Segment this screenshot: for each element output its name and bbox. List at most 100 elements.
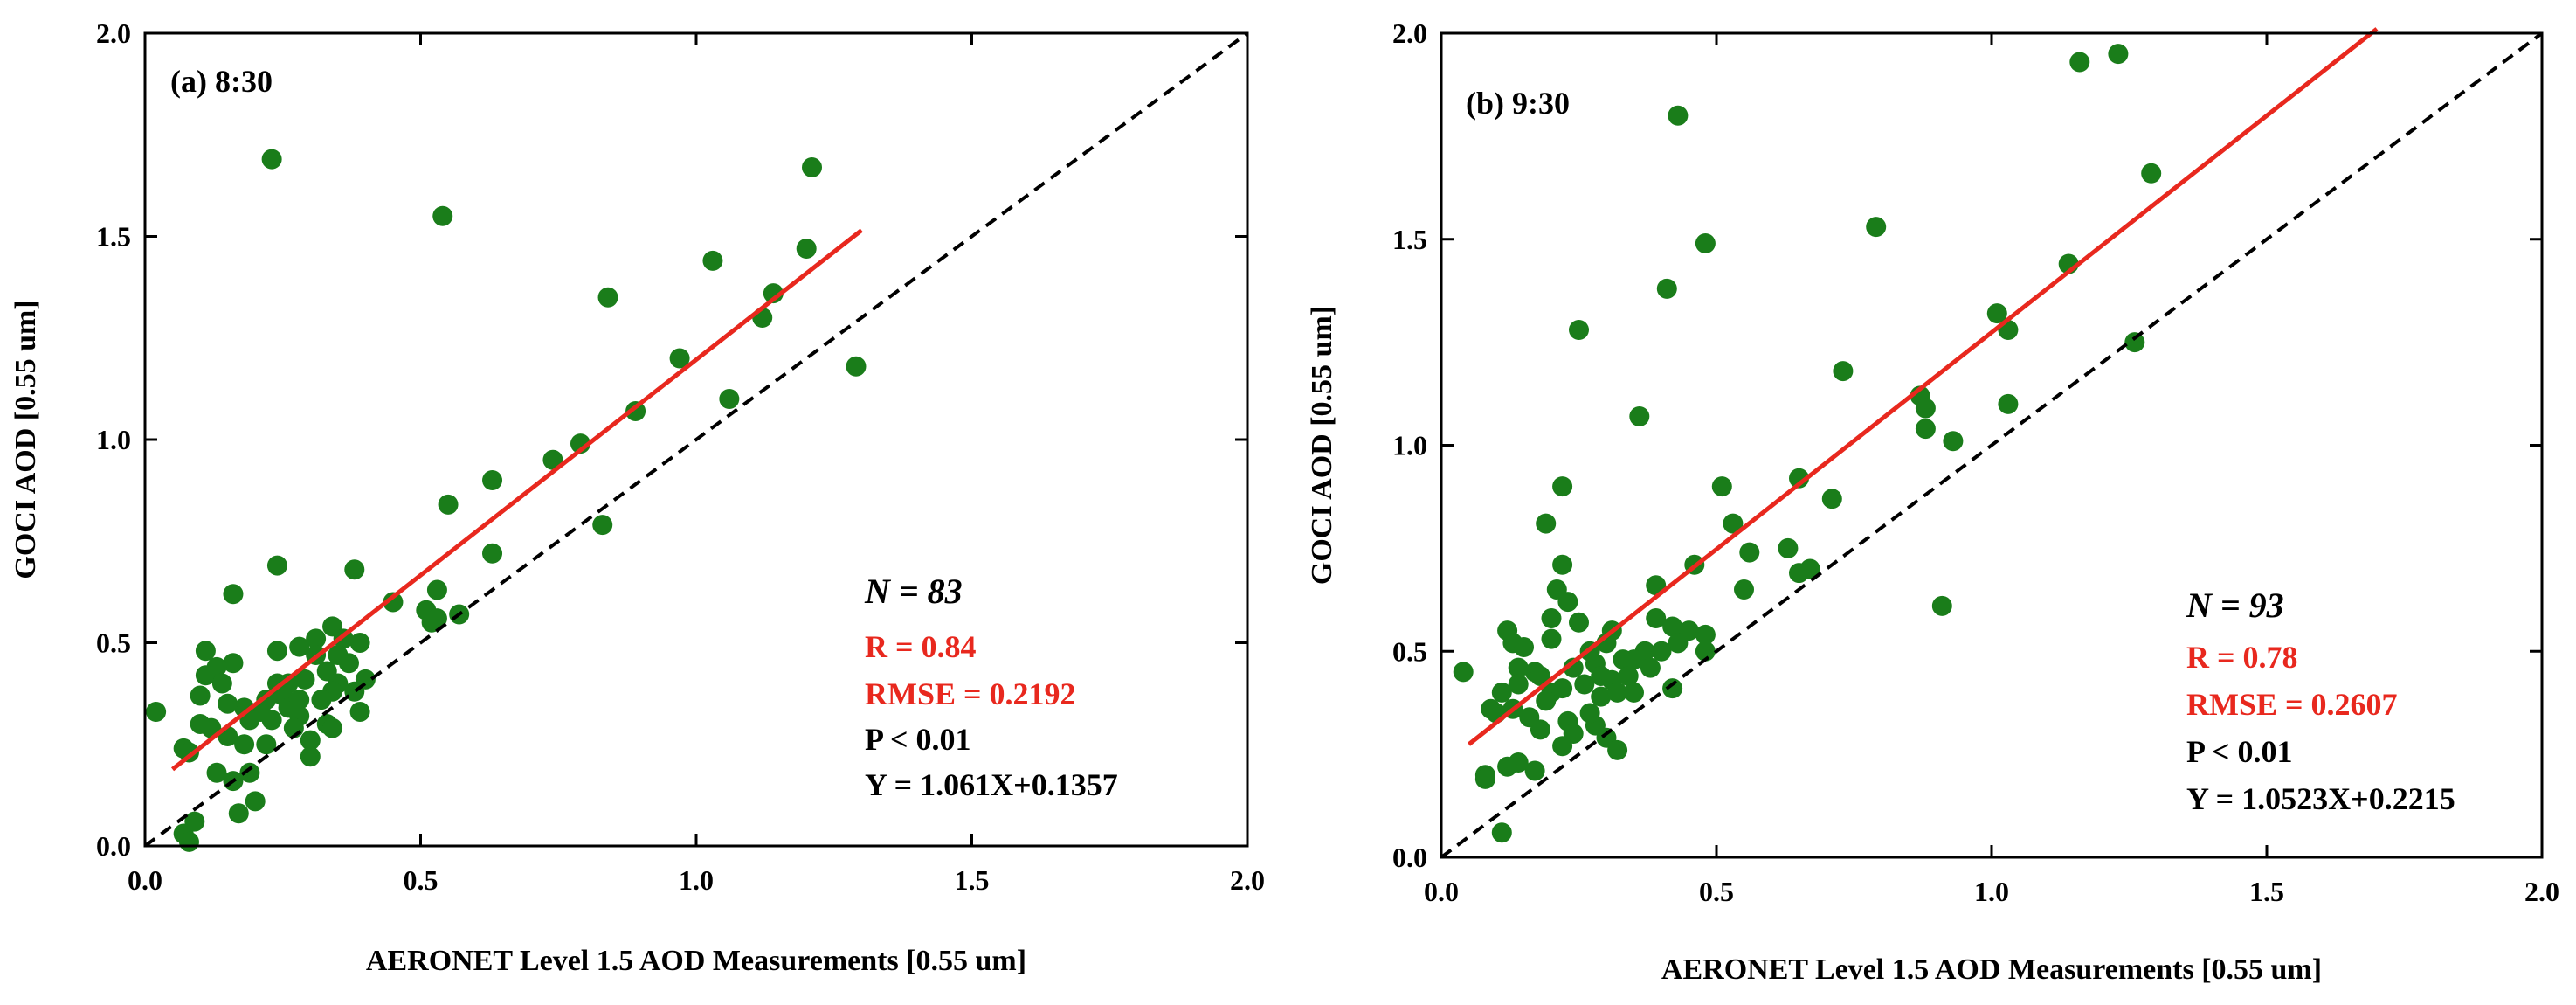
panel-a-data-point bbox=[256, 734, 277, 755]
panel-b-x-tick-label: 2.0 bbox=[2524, 876, 2559, 907]
panel-a-points bbox=[146, 149, 867, 852]
panel-a-x-tick-label: 0.5 bbox=[404, 864, 439, 896]
panel-a-data-point bbox=[763, 283, 784, 304]
panel-b-data-point bbox=[1778, 537, 1799, 558]
panel-b-data-point bbox=[1624, 682, 1644, 703]
panel-a-data-point bbox=[438, 494, 459, 515]
panel-a-data-point bbox=[597, 287, 618, 308]
panel-a-data-point bbox=[206, 762, 227, 783]
panel-a-y-tick-label: 1.0 bbox=[96, 424, 131, 455]
panel-a-data-point bbox=[383, 592, 404, 613]
panel-a-data-point bbox=[190, 685, 211, 706]
panel-b-data-point bbox=[1629, 405, 1650, 426]
panel-b-data-point bbox=[1739, 542, 1760, 563]
panel-b-data-point bbox=[1711, 476, 1732, 497]
panel-a-data-point bbox=[195, 665, 216, 686]
panel-a-data-point bbox=[592, 515, 613, 536]
panel-b-data-point bbox=[1569, 612, 1589, 633]
panel-a-x-tick-label: 2.0 bbox=[1230, 864, 1265, 896]
panel-a-stat-p: P < 0.01 bbox=[865, 722, 971, 757]
panel-b-data-point bbox=[1789, 468, 1809, 489]
panel-b-data-point bbox=[1651, 641, 1672, 662]
panel-b-data-point bbox=[1723, 513, 1744, 534]
panel-b-stat-r: R = 0.78 bbox=[2186, 640, 2298, 675]
panel-b-data-point bbox=[1524, 760, 1545, 781]
panel-b-data-point bbox=[1474, 768, 1495, 789]
panel-b-x-tick-label: 0.0 bbox=[1424, 876, 1459, 907]
panel-b-data-point bbox=[1789, 563, 1809, 584]
panel-a-one-to-one-line bbox=[143, 31, 1249, 848]
panel-a-data-point bbox=[669, 348, 690, 369]
panel-a-data-point bbox=[289, 690, 310, 710]
panel-a-data-point bbox=[223, 584, 244, 605]
panel-a-y-tick-label: 2.0 bbox=[96, 17, 131, 49]
panel-b-data-point bbox=[1563, 657, 1584, 678]
panel-b-data-point bbox=[1656, 278, 1677, 299]
panel-a-data-point bbox=[261, 710, 282, 731]
panel-b-data-point bbox=[1607, 739, 1628, 760]
panel-a-data-point bbox=[190, 714, 211, 734]
panel-a-data-point bbox=[294, 669, 315, 690]
panel-b-data-point bbox=[1557, 592, 1578, 613]
panel-a-regression-line bbox=[171, 228, 863, 772]
panel-a-data-point bbox=[195, 641, 216, 662]
panel-b-data-point bbox=[1552, 554, 1573, 575]
panel-a-stat-n: N = 83 bbox=[864, 572, 963, 611]
panel-b-label: (b) 9:30 bbox=[1466, 86, 1570, 121]
panel-b-data-point bbox=[1514, 637, 1534, 658]
panel-b-data-point bbox=[1734, 579, 1754, 600]
panel-b-data-point bbox=[1591, 686, 1612, 707]
panel-b-data-point bbox=[1541, 628, 1562, 649]
panel-a-label: (a) 8:30 bbox=[170, 64, 273, 99]
panel-a-data-point bbox=[338, 653, 359, 674]
panel-a-stat-equation: Y = 1.061X+0.1357 bbox=[865, 767, 1118, 802]
panel-a-data-point bbox=[421, 612, 442, 633]
panel-b-data-point bbox=[1986, 303, 2007, 324]
panel-a-data-point bbox=[796, 238, 817, 259]
panel-b-data-point bbox=[1607, 682, 1628, 703]
panel-a-x-tick-label: 1.5 bbox=[955, 864, 990, 896]
panel-a-data-point bbox=[261, 149, 282, 170]
panel-b-data-point bbox=[1646, 608, 1667, 629]
panel-b-data-point bbox=[1508, 657, 1529, 678]
panel-b-data-point bbox=[1668, 105, 1689, 126]
panel-b-data-point bbox=[1491, 682, 1512, 703]
panel-a-data-point bbox=[322, 717, 343, 738]
panel-a-data-point bbox=[625, 400, 646, 421]
panel-b-data-point bbox=[1662, 678, 1683, 699]
panel-a-data-point bbox=[300, 730, 321, 751]
panel-b-data-point bbox=[1552, 476, 1573, 497]
panel-b-data-point bbox=[1552, 736, 1573, 757]
panel-b-data-point bbox=[1497, 756, 1518, 777]
panel-b-data-point bbox=[2141, 163, 2162, 184]
panel-a: 0.0 0.5 1.0 1.5 2.00.00.51.01.52.0 (a) 8:30 … bbox=[10, 17, 1265, 977]
panel-b-data-point bbox=[1640, 657, 1661, 678]
panel-a-data-point bbox=[482, 543, 503, 564]
panel-b-stat-p: P < 0.01 bbox=[2186, 734, 2293, 769]
panel-b-stat-equation: Y = 1.0523X+0.2215 bbox=[2186, 781, 2455, 816]
panel-b-data-point bbox=[1695, 232, 1716, 253]
panel-a-data-point bbox=[239, 762, 260, 783]
panel-b-x-axis-label: AERONET Level 1.5 AOD Measurements [0.55… bbox=[1661, 953, 2322, 986]
panel-b-y-tick-label: 2.0 bbox=[1392, 17, 1427, 49]
panel-b-stat-rmse: RMSE = 0.2607 bbox=[2186, 687, 2398, 722]
panel-a-data-point bbox=[432, 205, 453, 226]
panel-a-data-point bbox=[482, 470, 503, 490]
panel-a-data-point bbox=[223, 653, 244, 674]
panel-a-data-point bbox=[146, 702, 167, 723]
panel-a-stat-r: R = 0.84 bbox=[865, 629, 977, 664]
panel-b-data-point bbox=[1695, 641, 1716, 662]
panel-a-data-point bbox=[300, 746, 321, 767]
panel-a-data-point bbox=[306, 628, 327, 649]
panel-b-data-point bbox=[2124, 332, 2145, 353]
panel-a-x-axis-label: AERONET Level 1.5 AOD Measurements [0.55… bbox=[366, 945, 1026, 977]
panel-b-ticks: 0.0 0.5 1.0 1.5 2.0 0.0 0.5 1.0 1.5 2.0 bbox=[1392, 17, 2559, 907]
panel-b-data-point bbox=[1530, 666, 1550, 687]
panel-b-y-tick-label: 0.0 bbox=[1392, 842, 1427, 873]
panel-b-data-point bbox=[1821, 489, 1842, 509]
panel-a-data-point bbox=[702, 250, 723, 271]
panel-a-lines bbox=[143, 31, 1249, 848]
panel-b-stat-n: N = 93 bbox=[2186, 586, 2284, 625]
panel-b-data-point bbox=[1943, 431, 1964, 452]
panel-b-data-point bbox=[1574, 674, 1595, 695]
